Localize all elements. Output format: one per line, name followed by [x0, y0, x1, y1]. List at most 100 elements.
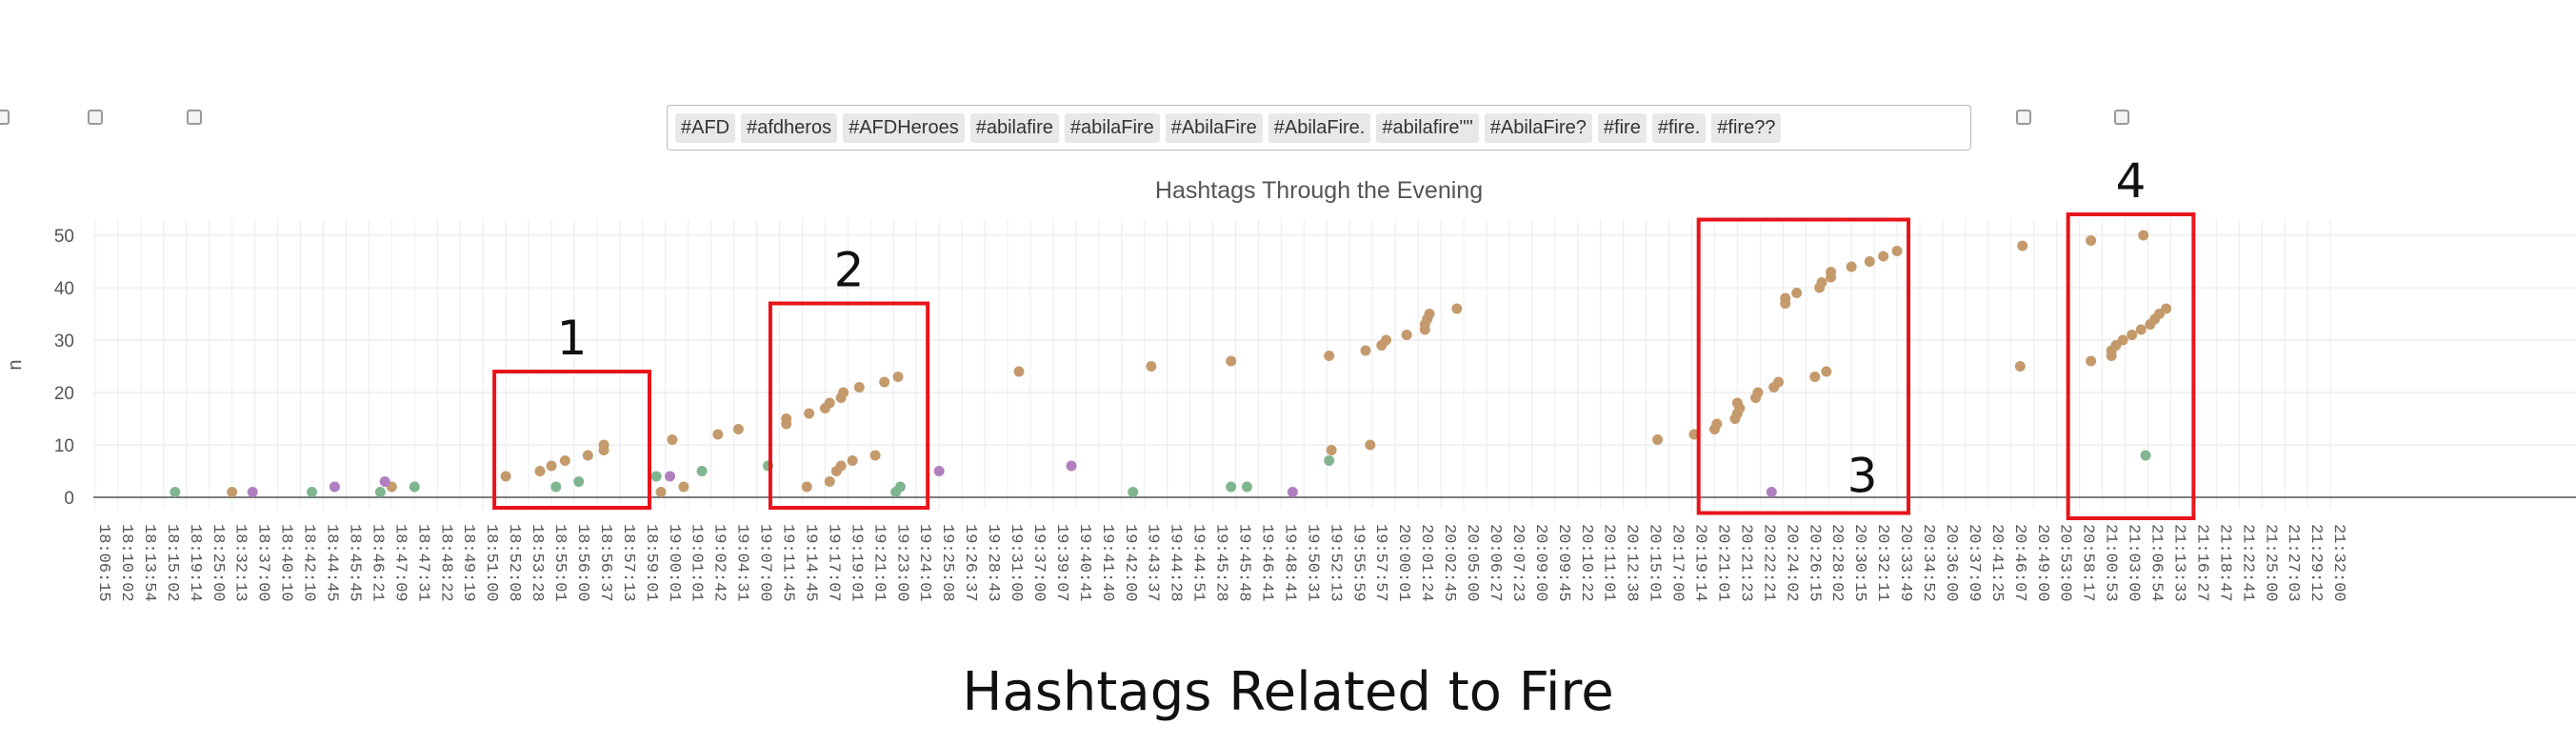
x-tick-label: 19:24:01 [915, 524, 933, 602]
filter-checkbox[interactable] [0, 110, 10, 125]
x-tick-label: 20:22:21 [1759, 524, 1777, 602]
x-tick-label: 21:29:12 [2306, 524, 2325, 602]
x-tick-label: 21:25:00 [2261, 524, 2279, 602]
x-tick-label: 18:56:37 [596, 524, 614, 602]
hashtag-chip[interactable]: #abilafire"" [1376, 112, 1479, 143]
data-point [1826, 267, 1837, 277]
highlight-label: 4 [2116, 153, 2147, 209]
data-point [1424, 309, 1435, 319]
figure-caption: Hashtags Related to Fire [962, 661, 1614, 723]
x-tick-label: 18:06:15 [94, 524, 112, 602]
data-point [2127, 330, 2138, 340]
y-tick-label: 10 [54, 436, 74, 456]
x-tick-label: 18:44:45 [323, 524, 341, 602]
data-point [892, 372, 904, 382]
data-point [1864, 256, 1875, 267]
hashtag-chip[interactable]: #fire?? [1711, 112, 1782, 143]
data-point [781, 418, 792, 430]
data-point [1780, 292, 1791, 304]
data-point [2014, 361, 2026, 372]
x-tick-label: 20:11:01 [1600, 524, 1618, 602]
x-tick-label: 18:32:13 [231, 524, 250, 602]
x-tick-label: 19:07:00 [756, 524, 774, 602]
data-point [1324, 351, 1335, 361]
data-point [247, 487, 258, 497]
highlight-box [492, 370, 651, 510]
hashtag-chip[interactable]: #AbilaFire [1165, 112, 1263, 143]
data-point [1146, 361, 1157, 372]
x-tick-label: 19:25:08 [938, 524, 956, 602]
x-tick-label: 20:15:01 [1646, 524, 1664, 602]
filter-checkbox[interactable] [2016, 110, 2031, 125]
hashtag-chip[interactable]: #afdheros [741, 112, 838, 143]
hashtag-chip[interactable]: #abilafire [969, 112, 1059, 143]
hashtag-chip[interactable]: #abilaFire [1064, 112, 1160, 143]
hashtag-chip[interactable]: #AFDHeroes [843, 112, 965, 143]
data-point [374, 487, 386, 497]
data-point [1381, 334, 1392, 346]
data-point [1752, 387, 1764, 398]
data-point [869, 450, 881, 461]
x-tick-label: 19:01:01 [688, 524, 706, 602]
data-point [1128, 487, 1139, 497]
data-point [1816, 277, 1827, 288]
x-tick-label: 21:27:03 [2284, 524, 2302, 602]
data-point [1401, 330, 1412, 340]
x-tick-label: 20:02:45 [1440, 524, 1458, 602]
x-tick-label: 19:46:41 [1257, 524, 1275, 602]
data-point [1324, 455, 1335, 466]
data-point [2138, 230, 2149, 241]
filter-checkbox[interactable] [2114, 110, 2129, 125]
x-tick-label: 19:02:42 [710, 524, 729, 602]
x-tick-label: 18:56:00 [573, 524, 591, 602]
x-tick-label: 19:52:13 [1326, 524, 1344, 602]
x-tick-label: 20:17:00 [1668, 524, 1687, 602]
data-point [598, 439, 609, 451]
x-tick-label: 19:42:00 [1121, 524, 1139, 602]
x-tick-label: 20:09:45 [1554, 524, 1572, 602]
x-tick-label: 19:17:07 [824, 524, 842, 602]
x-tick-label: 19:45:28 [1212, 524, 1230, 602]
y-tick-label: 40 [54, 279, 74, 299]
x-tick-label: 20:01:24 [1417, 524, 1435, 602]
data-point [500, 471, 511, 482]
x-tick-label: 18:57:13 [619, 524, 637, 602]
filter-checkbox[interactable] [88, 110, 103, 125]
x-tick-label: 20:34:52 [1919, 524, 1937, 602]
data-point [1711, 418, 1723, 430]
x-tick-label: 19:43:37 [1144, 524, 1162, 602]
data-point [1326, 445, 1337, 455]
x-tick-label: 20:46:07 [2010, 524, 2028, 602]
data-point [1878, 251, 1889, 262]
filter-checkbox[interactable] [187, 110, 202, 125]
hashtag-chip[interactable]: #AbilaFire. [1268, 112, 1371, 143]
highlight-label: 2 [834, 243, 865, 298]
x-tick-label: 19:44:51 [1189, 524, 1208, 602]
data-point [853, 382, 865, 393]
data-point [559, 455, 570, 466]
data-point [582, 450, 593, 461]
data-point [933, 466, 945, 476]
data-point [379, 476, 390, 487]
x-tick-label: 20:12:38 [1623, 524, 1641, 602]
hashtag-chip[interactable]: #AFD [675, 112, 736, 143]
x-tick-label: 18:49:19 [459, 524, 477, 602]
hashtag-chip[interactable]: #fire. [1651, 112, 1707, 143]
data-point [1846, 261, 1857, 272]
hashtag-chip[interactable]: #fire [1597, 112, 1647, 143]
x-tick-label: 18:47:09 [390, 524, 409, 602]
data-point [546, 460, 557, 472]
x-tick-label: 20:09:00 [1531, 524, 1549, 602]
x-tick-label: 20:36:00 [1942, 524, 1960, 602]
data-point [534, 466, 546, 476]
hashtag-filter-input[interactable]: #AFD #afdheros #AFDHeroes #abilafire #abilaF… [667, 105, 1971, 151]
x-tick-label: 19:55:59 [1348, 524, 1367, 602]
data-point [1773, 376, 1785, 388]
data-point [732, 424, 744, 434]
x-tick-label: 19:19:01 [847, 524, 865, 602]
y-tick-label: 30 [54, 332, 74, 352]
hashtag-chip[interactable]: #AbilaFire? [1484, 112, 1592, 143]
x-tick-label: 20:06:27 [1486, 524, 1504, 602]
data-point [678, 481, 689, 493]
x-tick-label: 20:10:22 [1577, 524, 1595, 602]
